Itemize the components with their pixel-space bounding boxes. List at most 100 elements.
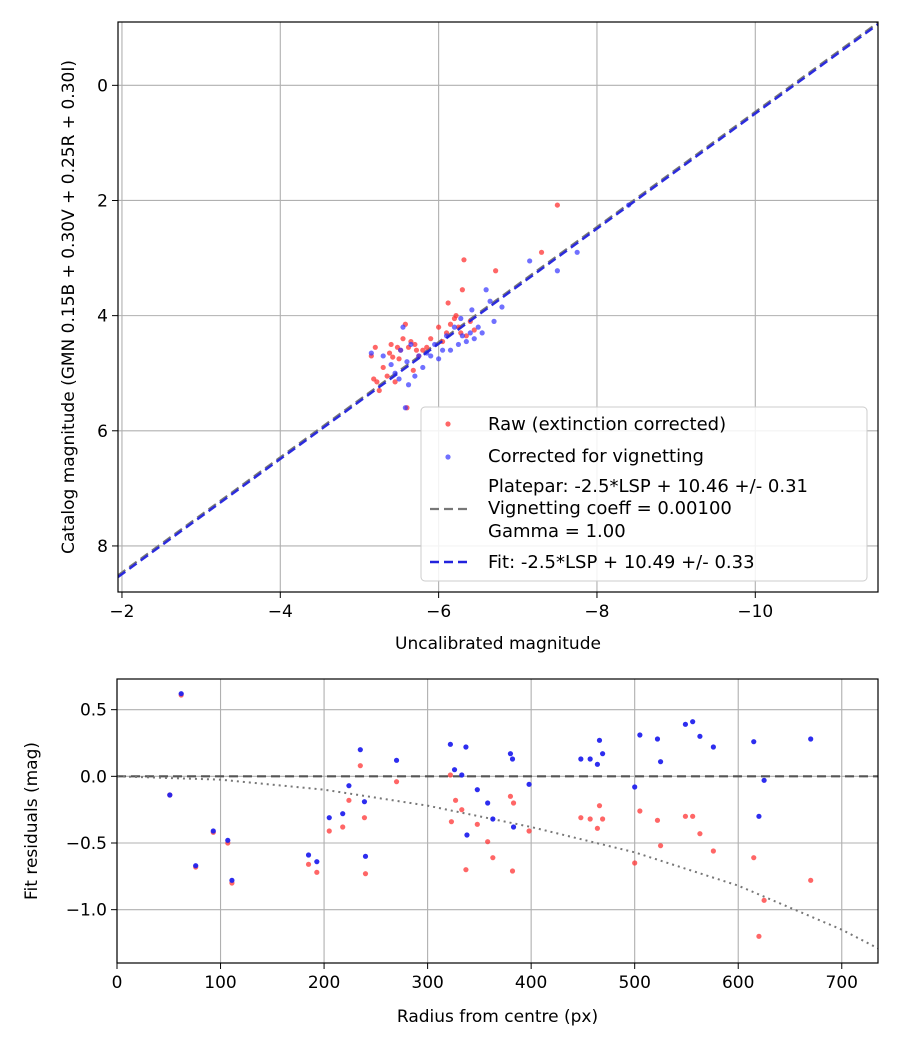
raw-point bbox=[445, 300, 451, 306]
raw-residual-point bbox=[463, 867, 469, 873]
raw-residual-point bbox=[654, 817, 661, 823]
corrected-residual-point bbox=[346, 783, 352, 789]
corrected-residual-point bbox=[178, 691, 184, 697]
raw-residual-point bbox=[578, 815, 584, 821]
raw-point bbox=[428, 336, 434, 342]
corrected-residual-point bbox=[210, 828, 216, 834]
legend-platepar-label: Gamma = 1.00 bbox=[488, 521, 626, 542]
raw-residual-point bbox=[361, 815, 368, 821]
corrected-point bbox=[574, 249, 580, 255]
raw-residual-point bbox=[326, 828, 332, 834]
corrected-residual-point bbox=[451, 767, 458, 773]
raw-point bbox=[388, 341, 394, 348]
raw-point bbox=[372, 344, 378, 350]
corrected-point bbox=[400, 324, 406, 330]
raw-residual-point bbox=[490, 855, 496, 861]
raw-point bbox=[436, 324, 442, 330]
raw-residual-point bbox=[357, 763, 363, 769]
raw-point bbox=[459, 287, 465, 293]
corrected-residual-point bbox=[340, 811, 346, 817]
corrected-residual-point bbox=[637, 732, 643, 738]
corrected-residual-point bbox=[510, 824, 517, 830]
raw-residual-point bbox=[751, 855, 757, 861]
x-tick-label: 600 bbox=[722, 973, 754, 993]
corrected-residual-point bbox=[474, 787, 480, 793]
x-axis-label: Uncalibrated magnitude bbox=[395, 634, 601, 654]
legend-platepar-label: Vignetting coeff = 0.00100 bbox=[488, 498, 732, 519]
corrected-point bbox=[459, 333, 465, 339]
raw-residual-point bbox=[452, 797, 459, 803]
corrected-residual-point bbox=[490, 816, 496, 822]
raw-residual-point bbox=[362, 871, 369, 877]
plot-background bbox=[117, 679, 878, 963]
x-tick-label: −6 bbox=[426, 602, 451, 622]
y-tick-label: 0 bbox=[97, 76, 108, 96]
corrected-residual-point bbox=[193, 863, 199, 869]
top-panel: −2 −4 −6 −8 −10 0 2 4 6 8 Uncalibrated magnitude Ca… bbox=[59, 21, 879, 654]
raw-residual-point bbox=[510, 800, 517, 806]
raw-residual-point bbox=[599, 816, 606, 822]
legend-raw-marker bbox=[445, 421, 451, 427]
corrected-residual-point bbox=[167, 792, 173, 798]
corrected-residual-point bbox=[751, 739, 757, 745]
corrected-residual-point bbox=[507, 751, 514, 757]
x-tick-label: 300 bbox=[411, 973, 443, 993]
axes-frame bbox=[117, 21, 879, 593]
corrected-residual-point bbox=[305, 852, 312, 858]
corrected-point bbox=[491, 318, 497, 324]
raw-point bbox=[376, 387, 382, 394]
raw-residual-point bbox=[393, 779, 400, 785]
platepar-line bbox=[118, 22, 878, 577]
raw-residual-point bbox=[485, 839, 491, 845]
raw-residual-point bbox=[526, 828, 532, 834]
legend-fit-label: Fit: -2.5*LSP + 10.49 +/- 0.33 bbox=[488, 552, 755, 573]
raw-residual-point bbox=[637, 808, 643, 814]
corrected-point bbox=[398, 347, 404, 353]
raw-point bbox=[386, 350, 393, 356]
corrected-residual-point bbox=[357, 747, 363, 753]
corrected-residual-point bbox=[697, 733, 703, 739]
corrected-residual-point bbox=[632, 784, 638, 790]
corrected-point bbox=[416, 353, 422, 359]
corrected-point bbox=[483, 287, 489, 293]
fit-line bbox=[118, 23, 878, 579]
corrected-residual-point bbox=[682, 721, 689, 727]
corrected-point bbox=[467, 330, 473, 336]
y-tick-label: 0.5 bbox=[80, 701, 107, 721]
x-tick-label: 100 bbox=[204, 973, 236, 993]
corrected-point bbox=[436, 356, 442, 362]
y-tick-label: −1.0 bbox=[66, 901, 107, 921]
x-tick-label: −8 bbox=[584, 602, 609, 622]
corrected-residual-point bbox=[761, 777, 767, 783]
corrected-residual-point bbox=[756, 813, 762, 819]
corrected-point bbox=[499, 304, 505, 310]
raw-point bbox=[453, 313, 459, 319]
corrected-residual-point bbox=[654, 736, 661, 742]
legend-box bbox=[420, 406, 868, 582]
raw-residual-point bbox=[447, 772, 453, 778]
corrected-residual-point bbox=[314, 859, 320, 865]
corrected-residual-point bbox=[587, 756, 593, 762]
corrected-point bbox=[428, 353, 434, 359]
raw-point bbox=[396, 356, 402, 362]
corrected-residual-point bbox=[578, 756, 584, 762]
corrected-point bbox=[420, 364, 426, 371]
raw-residual-point bbox=[690, 813, 696, 819]
raw-residual-point bbox=[474, 821, 480, 827]
corrected-residual-point bbox=[463, 744, 469, 750]
legend-raw-label: Raw (extinction corrected) bbox=[488, 414, 726, 435]
raw-residual-point bbox=[657, 843, 664, 849]
raw-point bbox=[463, 333, 469, 339]
raw-residual-point bbox=[346, 797, 352, 803]
x-axis-label: Radius from centre (px) bbox=[397, 1007, 598, 1027]
corrected-point bbox=[388, 361, 394, 368]
raw-residual-point bbox=[808, 877, 814, 883]
raw-point bbox=[374, 379, 380, 385]
y-tick-label: −0.5 bbox=[66, 834, 107, 854]
raw-residual-point bbox=[305, 861, 312, 867]
raw-residual-point bbox=[459, 807, 465, 813]
corrected-residual-point bbox=[326, 815, 332, 821]
raw-residual-point bbox=[710, 848, 716, 854]
corrected-residual-point bbox=[599, 751, 606, 757]
x-tick-label: 400 bbox=[515, 973, 547, 993]
